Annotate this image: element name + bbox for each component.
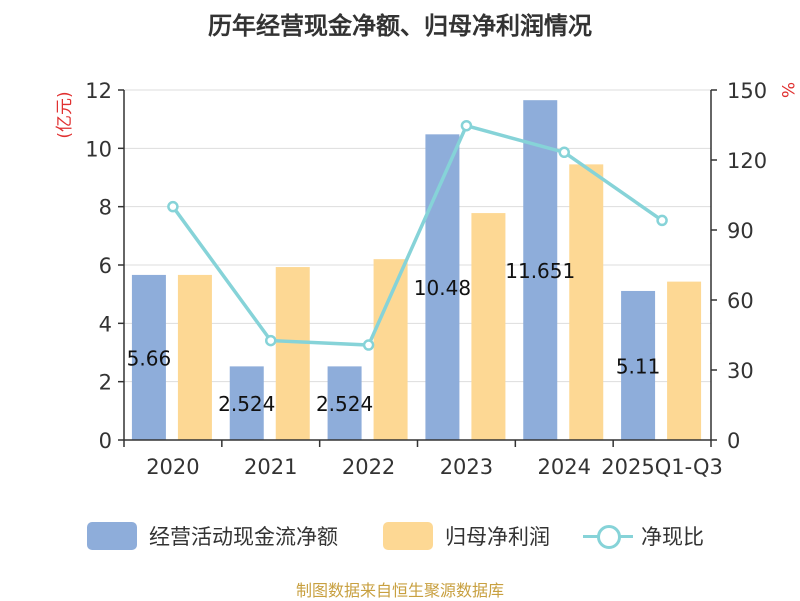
legend-swatch-ratio [583,522,633,550]
x-tick-label: 2024 [538,455,591,479]
ratio-point [558,146,570,159]
x-tick-label: 2021 [244,455,297,479]
right-tick-label: 120 [727,149,767,173]
left-tick-label: 12 [85,79,112,103]
legend-swatch-cashflow [87,522,137,550]
data-label-cashflow: 10.48 [414,276,471,300]
right-tick-label: 0 [727,429,740,453]
data-label-cashflow: 5.11 [616,354,661,378]
right-tick-label: 90 [727,219,754,243]
bar-netprofit [275,267,310,440]
ratio-point [656,214,668,227]
bar-cashflow [327,366,362,440]
legend-label-ratio: 净现比 [641,525,704,549]
left-tick-label: 6 [99,254,112,278]
source-note: 制图数据来自恒生聚源数据库 [295,581,504,600]
right-tick-label: 30 [727,359,754,383]
legend: 经营活动现金流净额 归母净利润 净现比 [0,518,800,554]
right-tick-label: 60 [727,289,754,313]
ratio-point [460,119,473,132]
bar-netprofit [177,274,212,440]
bar-cashflow [621,290,656,440]
chart-title: 历年经营现金净额、归母净利润情况 [208,12,592,40]
bar-netprofit [667,281,702,440]
left-tick-label: 10 [85,137,112,161]
bar-cashflow [425,134,460,441]
right-tick-label: 150 [727,79,767,103]
legend-item-ratio[interactable]: 净现比 [583,518,704,554]
legend-label-netprofit: 归母净利润 [445,525,550,549]
left-tick-label: 0 [99,429,112,453]
bar-cashflow [523,100,558,440]
x-tick-label: 2020 [146,455,199,479]
bar-netprofit [373,259,408,440]
ratio-point [167,200,179,213]
y-left-label: (亿元) [55,91,75,138]
x-tick-label: 2023 [440,455,493,479]
legend-swatch-netprofit [383,522,433,550]
left-tick-label: 2 [99,371,112,395]
legend-item-cashflow[interactable]: 经营活动现金流净额 [87,518,338,554]
x-tick-label: 2025Q1-Q3 [601,455,723,479]
data-label-cashflow: 5.66 [127,346,172,370]
data-label-cashflow: 2.524 [316,392,373,416]
bar-cashflow [131,274,166,440]
data-label-cashflow: 11.651 [505,259,575,283]
ratio-point [362,339,375,351]
left-tick-label: 4 [99,312,112,336]
bar-netprofit [569,164,604,440]
y-right-label: % [777,82,797,98]
bar-cashflow [229,366,264,440]
data-label-cashflow: 2.524 [218,392,275,416]
left-tick-label: 8 [99,196,112,220]
x-tick-label: 2022 [342,455,395,479]
bar-netprofit [471,213,506,440]
ratio-line [171,123,664,347]
legend-label-cashflow: 经营活动现金流净额 [149,525,338,549]
legend-item-netprofit[interactable]: 归母净利润 [383,518,550,554]
ratio-point [265,334,277,347]
